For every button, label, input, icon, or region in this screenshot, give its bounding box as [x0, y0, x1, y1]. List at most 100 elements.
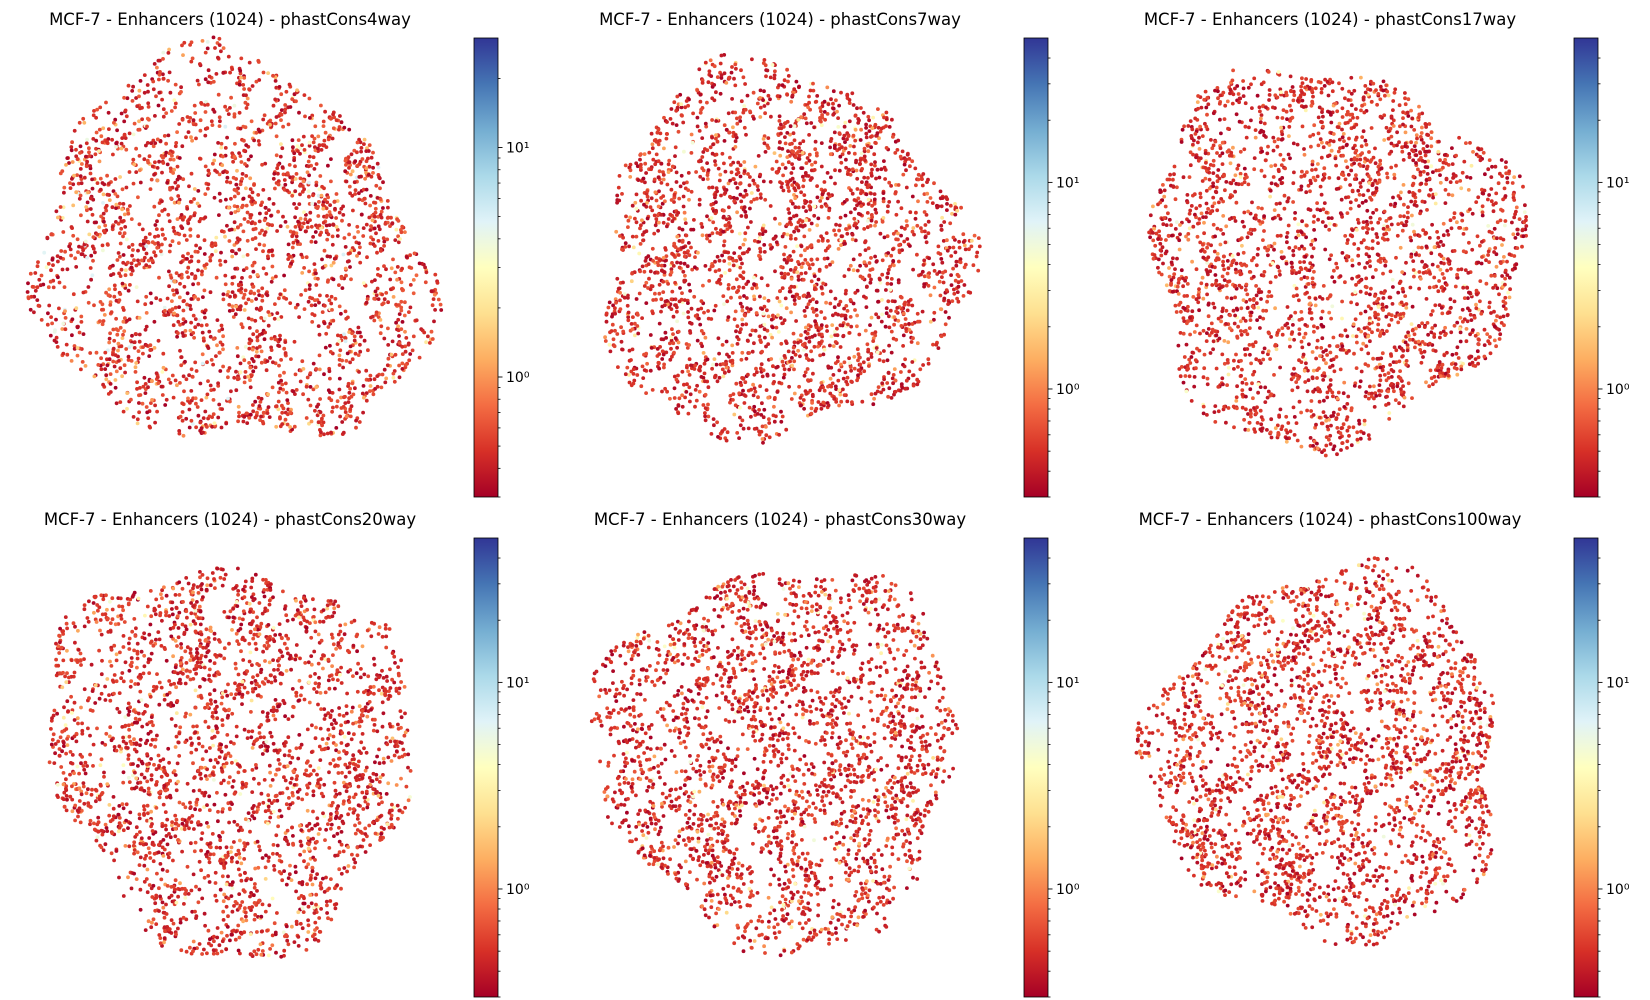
scatter-point — [726, 315, 731, 319]
scatter-point — [875, 131, 880, 136]
scatter-point — [822, 180, 827, 184]
scatter-point — [153, 223, 158, 227]
scatter-point — [751, 382, 755, 387]
scatter-point — [710, 118, 714, 122]
scatter-point — [170, 153, 174, 158]
scatter-point — [855, 187, 860, 191]
scatter-point — [807, 94, 811, 99]
scatter-point — [972, 233, 977, 238]
scatter-point — [108, 331, 112, 336]
scatter-point — [829, 97, 833, 102]
scatter-point — [327, 369, 332, 374]
scatter-point — [867, 261, 872, 265]
scatter-point — [697, 159, 702, 164]
scatter-point — [786, 160, 791, 165]
scatter-point — [386, 356, 391, 361]
scatter-point — [848, 263, 853, 268]
scatter-point — [167, 269, 171, 274]
scatter-point — [334, 216, 338, 220]
scatter-point — [273, 79, 278, 83]
scatter-point — [307, 287, 312, 291]
scatter-point — [276, 179, 281, 184]
scatter-point — [883, 177, 887, 181]
scatter-point — [435, 281, 440, 285]
scatter-point — [722, 208, 726, 213]
scatter-point — [199, 426, 204, 431]
scatter-point — [323, 263, 328, 268]
scatter-point — [878, 277, 882, 282]
scatter-point — [32, 310, 36, 315]
scatter-point — [365, 297, 370, 301]
scatter-point — [651, 311, 655, 316]
scatter-point — [921, 363, 925, 367]
scatter-point — [255, 338, 260, 343]
scatter-point — [126, 211, 131, 216]
scatter-point — [697, 197, 702, 202]
scatter-point — [165, 180, 170, 185]
scatter-point — [284, 297, 289, 301]
scatter-point — [859, 204, 864, 208]
scatter-point — [243, 162, 247, 166]
scatter-point — [855, 324, 859, 329]
scatter-point — [391, 286, 395, 290]
scatter-point — [843, 140, 847, 145]
scatter-point — [680, 393, 684, 398]
scatter-point — [765, 328, 770, 333]
scatter-point — [397, 312, 402, 316]
scatter-point — [215, 343, 219, 348]
scatter-point — [371, 237, 375, 242]
scatter-point — [107, 287, 112, 292]
scatter-point — [755, 370, 759, 375]
scatter-point — [343, 336, 348, 340]
scatter-point — [657, 169, 662, 174]
scatter-point — [204, 100, 208, 104]
scatter-point — [368, 228, 373, 232]
scatter-point — [634, 206, 639, 211]
scatter-point — [394, 302, 398, 307]
scatter-point — [874, 210, 879, 215]
scatter-point — [822, 388, 827, 393]
scatter-point — [196, 189, 201, 193]
scatter-point — [309, 303, 314, 308]
scatter-point — [674, 180, 679, 184]
scatter-point — [754, 366, 758, 371]
scatter-point — [226, 54, 231, 59]
scatter-point — [349, 152, 354, 157]
scatter-point — [25, 290, 30, 294]
scatter-point — [773, 269, 777, 274]
scatter-point — [785, 222, 790, 227]
scatter-point — [809, 411, 814, 416]
scatter-point — [253, 415, 258, 420]
scatter-point — [786, 149, 790, 154]
scatter-point — [255, 329, 259, 334]
scatter-point — [848, 210, 853, 215]
scatter-point — [142, 255, 147, 260]
scatter-point — [376, 239, 381, 243]
scatter-point — [240, 176, 245, 181]
scatter-point — [684, 342, 689, 346]
scatter-point — [831, 373, 836, 377]
scatter-point — [743, 237, 747, 242]
scatter-point — [759, 340, 763, 344]
scatter-point — [910, 360, 915, 364]
scatter-point — [770, 167, 775, 171]
scatter-point — [411, 291, 416, 296]
scatter-point — [38, 283, 43, 288]
scatter-point — [671, 253, 676, 257]
scatter-point — [352, 338, 357, 343]
scatter-point — [912, 232, 916, 237]
scatter-point — [167, 249, 172, 254]
scatter-point — [922, 284, 926, 289]
scatter-point — [628, 168, 633, 173]
scatter-point — [695, 338, 700, 343]
scatter-point — [942, 296, 947, 301]
scatter-point — [773, 396, 777, 400]
scatter-point — [731, 263, 736, 268]
scatter-point — [129, 343, 134, 348]
scatter-point — [426, 334, 430, 339]
scatter-point — [153, 253, 158, 258]
scatter-point — [320, 265, 325, 270]
scatter-point — [651, 157, 656, 162]
scatter-point — [321, 206, 326, 211]
scatter-point — [626, 293, 630, 298]
